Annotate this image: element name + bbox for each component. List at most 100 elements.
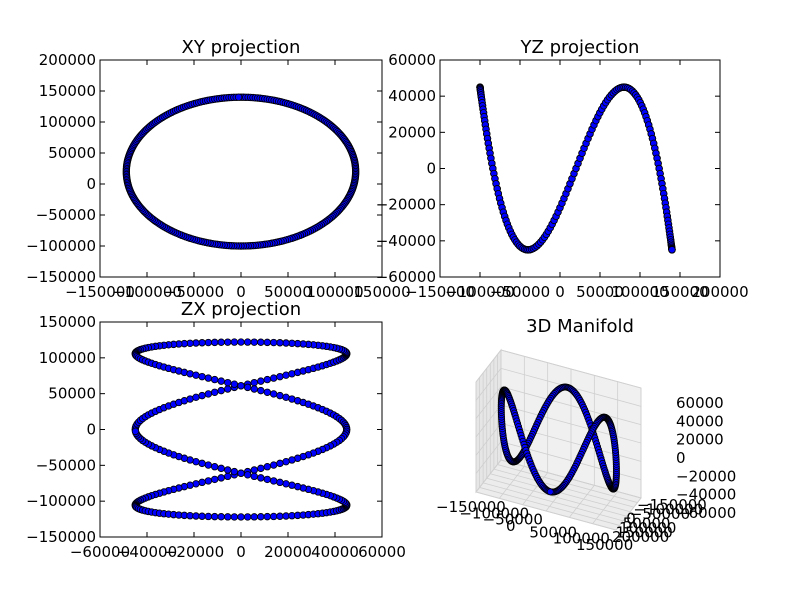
xy-y-ticks: −150000 −100000 −50000 0 50000 100000 150000 20… [26,51,382,286]
zx-x-tick-label: 0 [236,543,246,561]
manifold-y-tick-label: −50000 [630,505,690,523]
zx-point [131,427,140,436]
zx-point [211,475,219,484]
zx-point [204,338,213,347]
manifold-z-tick-label: −60000 [676,504,736,522]
zx-point [257,464,265,473]
yz-y-tick-label: −20000 [376,196,436,214]
zx-point [198,478,206,487]
zx-point [217,474,225,482]
manifold-z-tick-label: −20000 [676,467,736,485]
manifold-z-tick-label: 60000 [676,394,724,412]
yz-y-tick-label: −40000 [376,232,436,250]
yz-y-tick-label: 0 [426,160,436,178]
zx-point [263,338,271,347]
zx-point [217,386,225,395]
zx-point [257,513,265,521]
manifold-x-tick-label: 50000 [529,523,577,541]
zx-points [131,338,351,521]
zx-point [237,338,245,346]
zx-point [224,472,232,481]
manifold-grid-x-floor [522,472,548,505]
zx-point [243,513,252,521]
yz-x-tick-label: 50000 [576,283,624,301]
manifold-z-tick-label: 0 [676,449,686,467]
manifold-grid-z-back [500,349,642,389]
yz-x-tick-label: 100000 [611,283,668,301]
zx-point [257,474,265,482]
zx-point [276,459,284,468]
zx-point [250,338,258,346]
manifold-grid-x-floor [615,497,642,531]
xy-point [234,93,243,101]
zx-x-tick-label: 40000 [311,543,359,561]
xy-projection-axes: XY projection −150000−100000−50000 0 50000… [26,37,410,301]
zx-point [269,461,278,469]
manifold-y-tick-label: 50000 [623,514,671,532]
yz-x-ticks: −150000−100000−50000 0 5000010000015000020… [405,60,749,301]
xy-x-tick-label: −50000 [164,283,224,301]
zx-point [224,378,232,387]
zx-point [276,372,284,381]
zx-y-tick-label: 50000 [48,385,96,403]
zx-point [230,513,239,521]
zx-point [217,377,225,385]
zx-point [217,464,225,473]
zx-point [211,375,219,384]
zx-point [211,338,219,347]
xy-x-tick-label: −100000 [112,283,182,301]
zx-point [204,477,213,485]
zx-point [230,380,239,388]
manifold-points [497,383,620,496]
zx-y-tick-label: −100000 [26,492,96,510]
zx-point [204,374,213,382]
manifold-x-tick-label: 0 [506,517,516,535]
zx-point [198,391,206,400]
zx-point [211,463,219,471]
yz-x-tick-label: 150000 [651,283,708,301]
manifold-x-tick-label: −100000 [459,504,529,522]
xy-y-tick-label: 0 [86,175,96,193]
manifold-grid-y-floor [486,477,627,517]
manifold-grid-y-floor [475,491,617,531]
manifold-z-tick-label: 40000 [676,412,724,430]
manifold-grid-z-left [475,459,502,493]
yz-x-tick-label: −100000 [445,283,515,301]
zx-point [198,339,206,347]
zx-point [186,370,194,378]
xy-x-tick-label: −150000 [65,283,135,301]
zx-point [217,338,225,346]
zx-plot-frame [99,321,383,538]
zx-point [192,393,200,402]
zx-point [257,386,265,395]
zx-point [230,467,239,476]
zx-point [192,512,200,520]
xy-x-tick-label: 50000 [264,283,312,301]
zx-point [282,457,290,466]
xy-points [122,93,360,250]
zx-point [257,338,265,346]
zx-x-tick-label: 60000 [358,543,406,561]
manifold-grid-z-back [500,386,642,426]
manifold-grid-z-left [475,441,502,474]
zx-point [269,338,278,347]
zx-point [192,480,200,488]
zx-point [250,378,258,387]
zx-point [230,338,239,346]
manifold-ticks: −60000−40000−200000200004000060000−15000… [436,394,736,554]
yz-x-tick-label: 200000 [691,283,748,301]
zx-point [263,388,271,396]
manifold-grid-z-left [475,349,502,383]
manifold-y-tick-label: −150000 [637,496,707,514]
xy-y-tick-label: −100000 [26,237,96,255]
zx-point [192,371,200,379]
zx-point [282,371,290,379]
manifold-grid-y-floor [479,487,620,526]
manifold-y-tick-label: −100000 [633,501,703,519]
manifold-z-tick-label: −40000 [676,486,736,504]
manifold-x-tick-label: 100000 [553,530,610,548]
xy-x-tick-label: 150000 [353,283,410,301]
xy-title: XY projection [182,37,301,58]
zx-point [263,463,271,471]
